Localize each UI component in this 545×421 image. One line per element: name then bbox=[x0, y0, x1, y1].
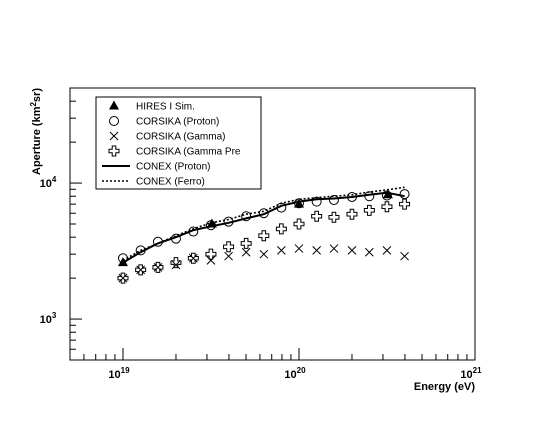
x-axis-title: Energy (eV) bbox=[414, 381, 475, 393]
x-tick-label-exponent: 20 bbox=[297, 366, 306, 375]
series-3 bbox=[117, 198, 411, 284]
legend-label: CORSIKA (Proton) bbox=[136, 117, 219, 128]
data-point bbox=[399, 189, 410, 200]
legend-label: CONEX (Proton) bbox=[136, 162, 210, 173]
legend-label: CORSIKA (Gamma Pre bbox=[136, 147, 241, 158]
data-point bbox=[275, 223, 287, 235]
data-point bbox=[135, 264, 147, 276]
series-line bbox=[122, 186, 405, 262]
data-point bbox=[293, 198, 304, 208]
data-point bbox=[381, 201, 393, 213]
data-point bbox=[171, 260, 181, 270]
data-point bbox=[241, 247, 251, 257]
data-point bbox=[347, 246, 357, 255]
x-tick-label: 1020 bbox=[284, 366, 306, 381]
legend-swatch bbox=[108, 145, 120, 157]
x-tick-label: 1021 bbox=[460, 366, 482, 381]
y-tick-label-exponent: 4 bbox=[52, 175, 57, 184]
series-5 bbox=[122, 186, 405, 262]
x-tick-label-exponent: 21 bbox=[473, 366, 482, 375]
y-axis-title: Aperture (km2sr) bbox=[29, 88, 44, 175]
data-point bbox=[206, 256, 216, 265]
legend-swatch bbox=[109, 116, 119, 126]
x-tick-label: 1019 bbox=[108, 366, 130, 381]
x-tick-label-base: 10 bbox=[460, 369, 472, 381]
data-point bbox=[170, 257, 182, 269]
x-tick-label-base: 10 bbox=[108, 369, 120, 381]
y-tick-label-base: 10 bbox=[40, 314, 52, 326]
data-point bbox=[329, 244, 339, 253]
data-point bbox=[118, 273, 128, 283]
data-point bbox=[258, 208, 269, 219]
data-point bbox=[293, 218, 305, 230]
legend-entry: CORSIKA (Gamma Pre bbox=[108, 145, 241, 158]
x-tick-label-exponent: 19 bbox=[121, 366, 130, 375]
y-axis-title-prefix: Aperture (km bbox=[31, 106, 43, 175]
data-point bbox=[328, 211, 340, 223]
data-point bbox=[152, 261, 164, 273]
data-series bbox=[117, 186, 411, 284]
y-axis-title-superscript: 2 bbox=[29, 102, 38, 107]
data-point bbox=[346, 208, 358, 220]
data-point bbox=[381, 190, 392, 201]
data-point bbox=[240, 237, 252, 249]
legend-label: HIRES I Sim. bbox=[136, 102, 195, 113]
y-axis-title-suffix: sr) bbox=[31, 88, 43, 102]
legend-label: CORSIKA (Gamma) bbox=[136, 132, 225, 143]
data-point bbox=[294, 244, 304, 253]
data-point bbox=[328, 195, 339, 206]
y-tick-label-base: 10 bbox=[40, 178, 52, 190]
legend-swatch bbox=[109, 131, 119, 141]
data-point bbox=[400, 251, 409, 261]
legend-entry: HIRES I Sim. bbox=[109, 100, 195, 113]
series-line bbox=[122, 191, 405, 264]
legend-entry: CONEX (Proton) bbox=[102, 162, 210, 173]
data-point bbox=[205, 248, 217, 260]
legend: HIRES I Sim. CORSIKA (Proton) CORSIKA (Gam… bbox=[95, 96, 262, 190]
data-point bbox=[363, 204, 375, 216]
data-point bbox=[259, 249, 269, 259]
y-tick-label-exponent: 3 bbox=[52, 311, 57, 320]
axis-ticks bbox=[69, 87, 476, 361]
data-point bbox=[258, 230, 270, 242]
legend-box bbox=[95, 96, 262, 190]
data-point bbox=[187, 252, 199, 264]
data-point bbox=[311, 210, 323, 222]
series-4 bbox=[122, 191, 405, 264]
legend-entry: CORSIKA (Gamma) bbox=[109, 131, 225, 143]
data-point bbox=[188, 253, 198, 263]
legend-swatch bbox=[109, 100, 119, 110]
legend-entry: CORSIKA (Proton) bbox=[109, 116, 219, 128]
data-point bbox=[153, 262, 163, 272]
x-tick-label-base: 10 bbox=[284, 369, 296, 381]
data-point bbox=[117, 272, 129, 284]
y-tick-label: 104 bbox=[40, 175, 57, 190]
series-2 bbox=[118, 244, 409, 283]
data-point bbox=[399, 198, 411, 210]
data-point bbox=[364, 247, 374, 257]
y-tick-label: 103 bbox=[40, 311, 57, 326]
data-point bbox=[224, 251, 233, 261]
data-point bbox=[223, 241, 235, 253]
data-point bbox=[241, 211, 252, 222]
data-point bbox=[382, 246, 392, 255]
data-point bbox=[277, 246, 286, 255]
legend-label: CONEX (Ferro) bbox=[136, 177, 205, 188]
legend-entry: CONEX (Ferro) bbox=[102, 177, 205, 188]
data-point bbox=[136, 265, 146, 275]
data-point bbox=[312, 246, 322, 255]
